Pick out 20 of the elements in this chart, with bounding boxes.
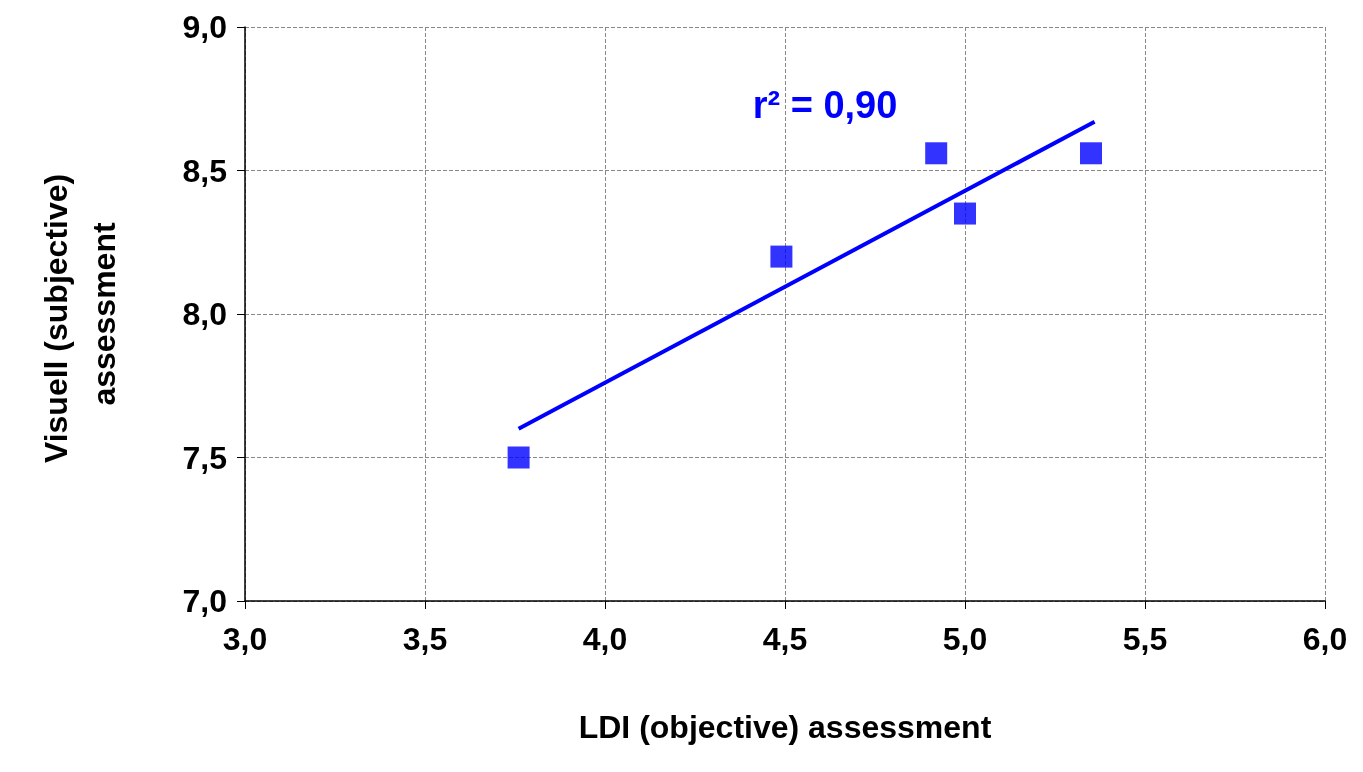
y-tick-label: 9,0 bbox=[182, 9, 227, 45]
point bbox=[507, 446, 530, 469]
x-tick-label: 4,5 bbox=[762, 621, 808, 657]
y-axis-title: Visuell (subjective) assessment bbox=[38, 164, 122, 464]
point bbox=[925, 142, 948, 165]
point bbox=[1080, 142, 1102, 165]
y-tick-label: 7,0 bbox=[182, 583, 227, 619]
x-tick-label: 5,5 bbox=[1122, 621, 1168, 657]
annotation: r² = 0,90 bbox=[752, 84, 898, 126]
y-tick-label: 8,0 bbox=[182, 296, 227, 332]
x-tick-label: 3,0 bbox=[222, 621, 268, 657]
x-tick-label: 3,5 bbox=[402, 621, 448, 657]
x-axis-title: LDI (objective) assessment bbox=[578, 709, 992, 745]
y-tick-label: 7,5 bbox=[182, 439, 227, 476]
point bbox=[770, 245, 793, 268]
x-tick-label: 4,0 bbox=[582, 621, 628, 657]
x-tick-label: 5,0 bbox=[942, 621, 988, 657]
x-tick-label: 6,0 bbox=[1302, 621, 1348, 657]
y-tick-label: 8,5 bbox=[182, 152, 227, 189]
point bbox=[954, 202, 976, 225]
